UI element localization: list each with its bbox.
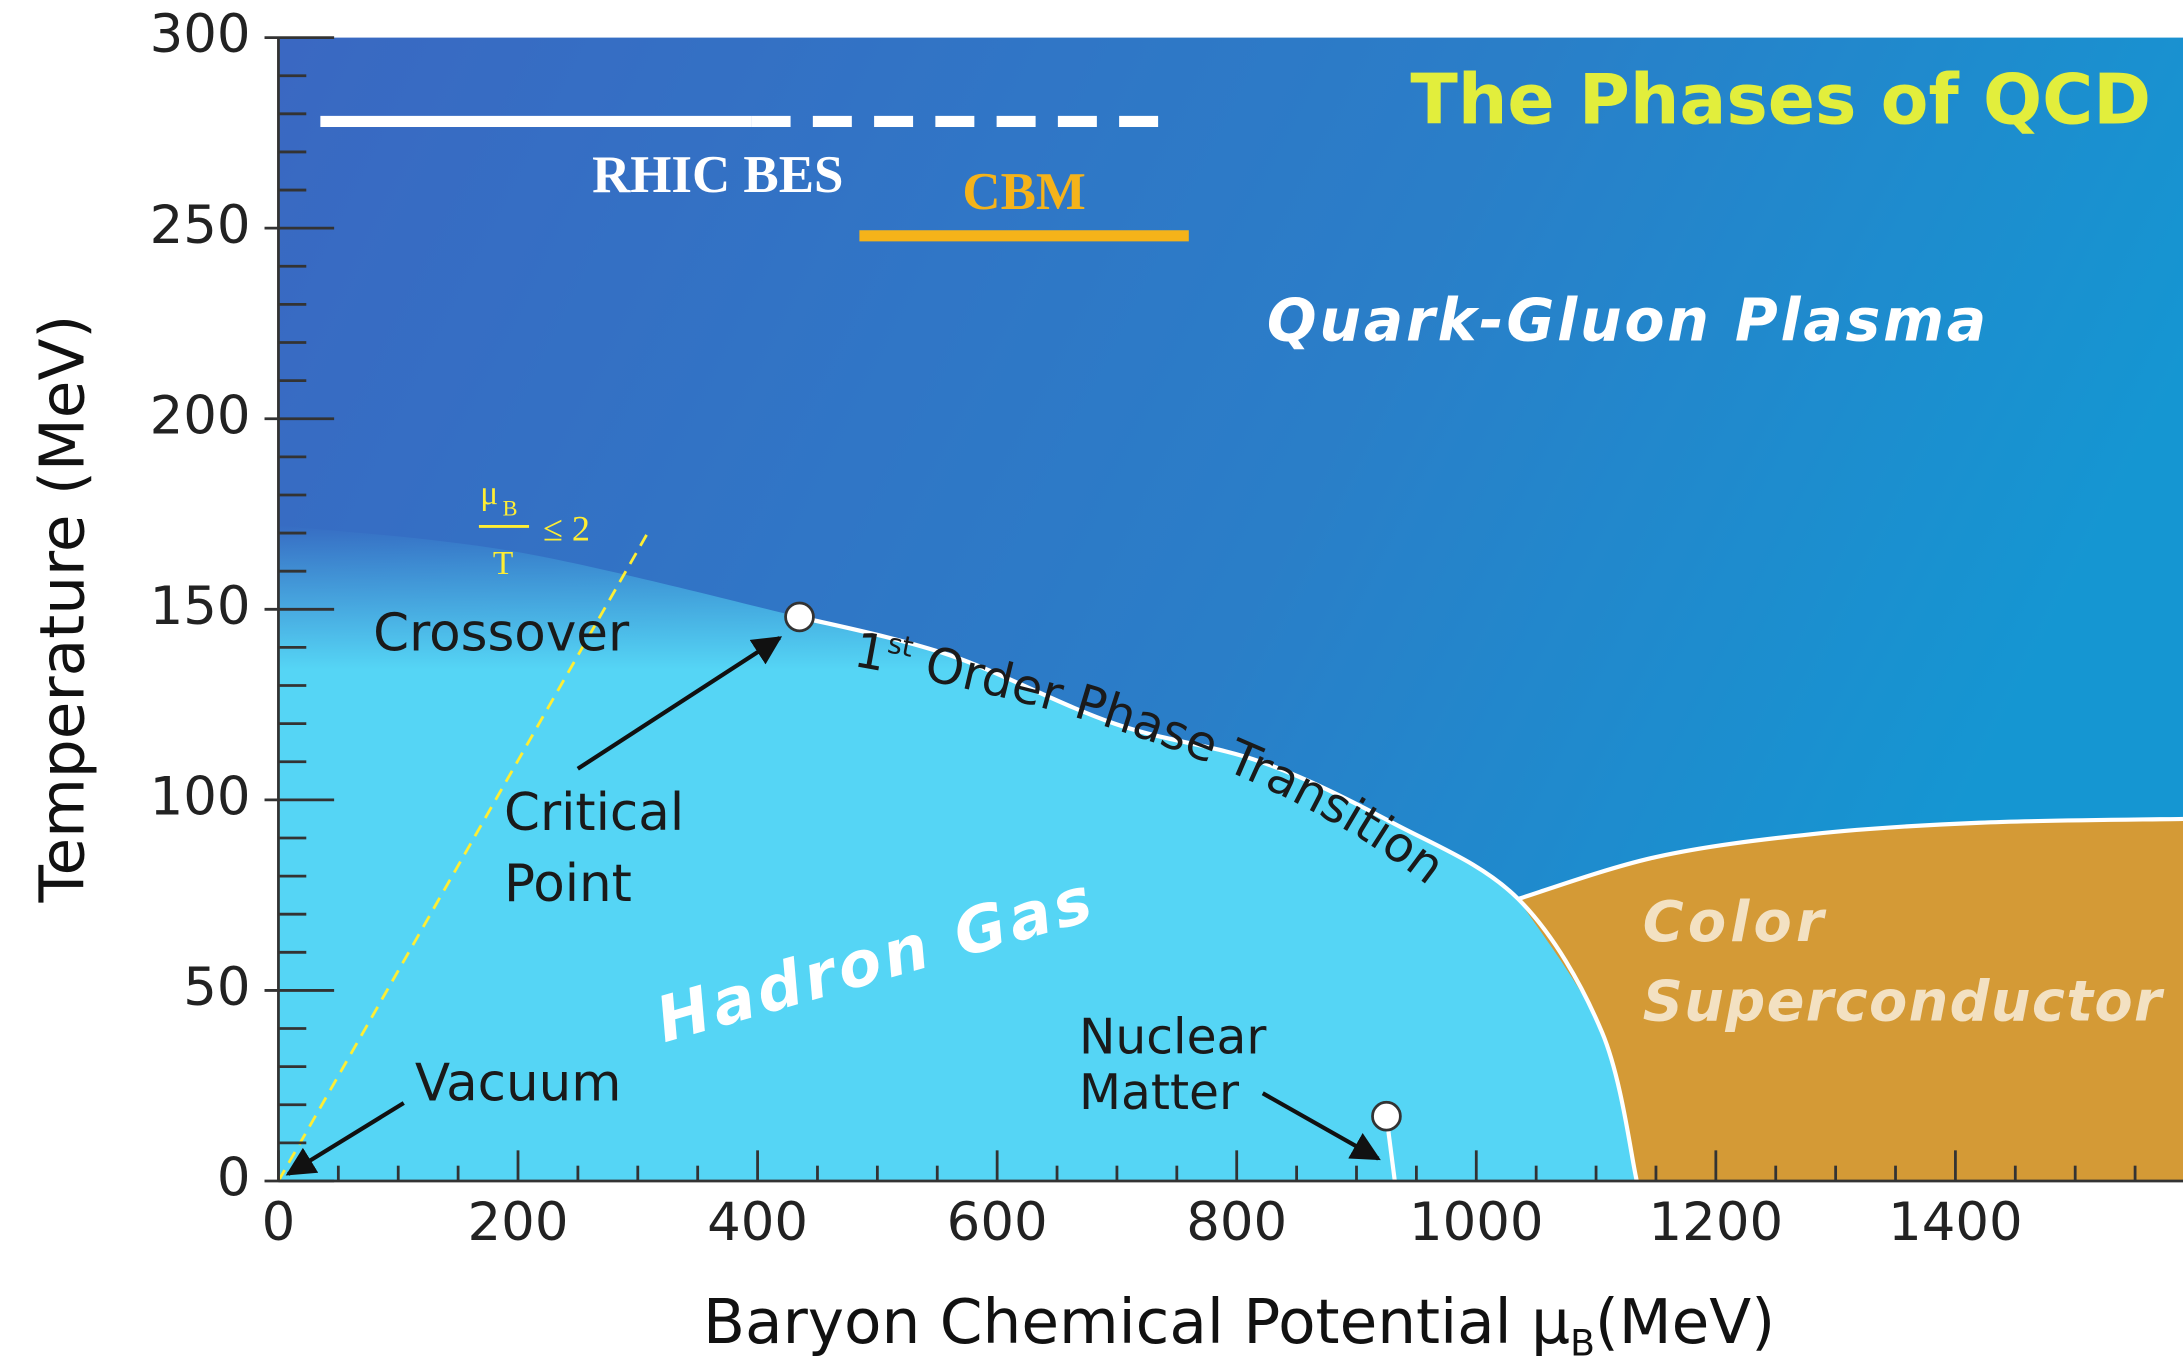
ratio-label: μ B T ≤ 2 <box>478 475 590 582</box>
ratio-num: μ <box>480 475 498 512</box>
y-tick-label: 50 <box>183 957 250 1018</box>
x-tick-label: 1400 <box>1888 1192 2023 1253</box>
arrow <box>576 636 783 771</box>
ratio-den: T <box>493 545 513 582</box>
point-label: Critical <box>504 783 684 843</box>
y-axis-label: Temperature (MeV) <box>27 315 98 904</box>
superconductor-boundary <box>1517 816 2183 901</box>
superconductor-region <box>1518 818 2183 1181</box>
x-axis-label-sub: B <box>1570 1321 1595 1364</box>
region-label: Crossover <box>373 603 630 663</box>
point-label: Nuclear <box>1079 1009 1267 1065</box>
x-tick-label: 200 <box>468 1192 569 1253</box>
x-tick-label: 600 <box>947 1192 1048 1253</box>
ratio-rel: ≤ 2 <box>543 508 590 548</box>
x-tick-label: 1200 <box>1649 1192 1784 1253</box>
region-label: Color <box>1643 890 1828 955</box>
arrow <box>1261 1091 1381 1161</box>
y-tick-label: 100 <box>150 766 251 827</box>
y-tick-label: 200 <box>150 385 251 446</box>
point-label: Point <box>504 854 632 914</box>
region-label: Superconductor <box>1643 970 2165 1035</box>
chart-title: The Phases of QCD <box>1410 59 2151 140</box>
x-axis-label-unit: (MeV) <box>1595 1286 1775 1357</box>
x-axis-label-text: Baryon Chemical Potential μ <box>703 1286 1570 1357</box>
point-label: Matter <box>1079 1065 1240 1121</box>
plot-area: RHIC BES CBM 0 50 100 150 200 250 300 0 200 400 600 8… <box>150 4 2183 1253</box>
beam-label: CBM <box>962 163 1085 221</box>
region-label: Vacuum <box>415 1053 622 1113</box>
x-tick-label: 400 <box>707 1192 808 1253</box>
region-label: Quark-Gluon Plasma <box>1267 287 1989 355</box>
phase-boundary <box>798 614 1639 1182</box>
y-tick-label: 150 <box>150 576 251 637</box>
x-axis-label: Baryon Chemical Potential μB(MeV) <box>703 1286 1775 1364</box>
y-tick-label: 0 <box>217 1148 251 1209</box>
x-tick-label: 1000 <box>1409 1192 1544 1253</box>
hadron-region <box>278 525 1637 1181</box>
x-tick-label: 0 <box>262 1192 296 1253</box>
y-tick-label: 250 <box>150 195 251 256</box>
point <box>1371 1100 1402 1132</box>
ratio-sub: B <box>503 495 518 520</box>
y-tick-label: 300 <box>150 4 251 65</box>
arrow <box>285 1101 405 1176</box>
x-tick-label: 800 <box>1186 1192 1287 1253</box>
point <box>784 601 815 633</box>
beam-label: RHIC BES <box>592 146 843 204</box>
